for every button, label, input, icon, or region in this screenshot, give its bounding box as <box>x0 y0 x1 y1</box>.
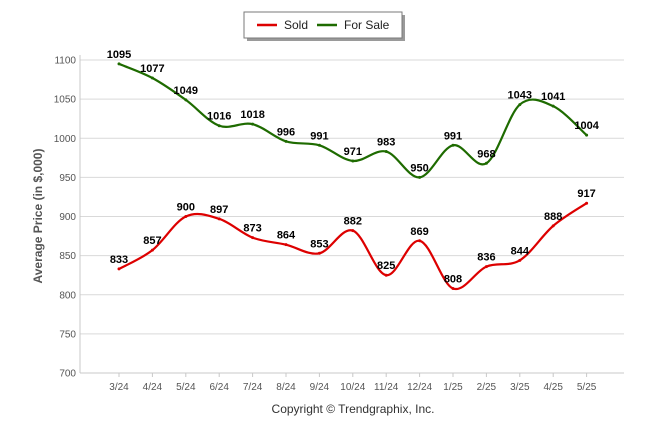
x-tick-label: 5/24 <box>176 382 196 393</box>
data-label-for-sale: 991 <box>444 130 462 142</box>
data-point-for-sale <box>518 103 522 107</box>
data-point-sold <box>384 273 388 277</box>
y-tick-label: 1050 <box>54 95 77 106</box>
data-label-for-sale: 1049 <box>174 85 198 97</box>
data-label-for-sale: 996 <box>277 126 295 138</box>
y-tick-label: 800 <box>59 290 76 301</box>
data-point-sold <box>317 251 321 255</box>
legend-label-sold: Sold <box>284 18 308 32</box>
x-tick-label: 4/24 <box>143 382 163 393</box>
data-point-for-sale <box>117 62 121 66</box>
x-tick-label: 8/24 <box>276 382 296 393</box>
data-point-for-sale <box>418 175 422 179</box>
data-label-sold: 869 <box>410 226 428 238</box>
data-label-sold: 836 <box>477 252 495 264</box>
x-tick-label: 6/24 <box>209 382 229 393</box>
y-tick-label: 1000 <box>54 134 77 145</box>
data-label-for-sale: 950 <box>410 162 428 174</box>
data-point-sold <box>117 267 121 271</box>
data-point-sold <box>251 236 255 240</box>
x-tick-label: 9/24 <box>310 382 330 393</box>
data-point-sold <box>184 215 188 218</box>
x-tick-label: 7/24 <box>243 382 263 393</box>
data-point-sold <box>217 217 221 221</box>
data-label-sold: 900 <box>177 202 195 214</box>
data-label-for-sale: 968 <box>477 148 495 160</box>
data-point-sold <box>150 248 154 252</box>
axes: 700 750 800 850 900 950 1000 1050 1100 3/24 4/24 5/… <box>54 55 624 393</box>
y-tick-label: 950 <box>59 173 76 184</box>
y-axis-label: Average Price (in $,000) <box>31 149 45 284</box>
data-point-sold <box>418 239 422 243</box>
series-lines <box>117 62 589 291</box>
x-tick-label: 12/24 <box>407 382 432 393</box>
x-tick-label: 3/24 <box>109 382 129 393</box>
data-label-sold: 833 <box>110 254 128 266</box>
data-point-for-sale <box>251 122 255 126</box>
x-tick-label: 10/24 <box>340 382 365 393</box>
copyright-text: Copyright © Trendgraphix, Inc. <box>272 402 435 416</box>
data-label-sold: 888 <box>544 211 562 223</box>
data-point-for-sale <box>551 104 555 108</box>
data-label-sold: 825 <box>377 260 395 272</box>
data-point-for-sale <box>451 143 455 147</box>
data-label-for-sale: 991 <box>310 130 328 142</box>
data-label-for-sale: 971 <box>344 146 362 158</box>
data-label-for-sale: 1018 <box>240 109 264 121</box>
data-point-for-sale <box>217 124 221 128</box>
data-label-sold: 864 <box>277 230 296 242</box>
data-labels: 833 857 900 897 873 864 853 882 825 869 808 836 844 8… <box>107 49 600 286</box>
data-point-sold <box>484 265 488 269</box>
data-label-sold: 808 <box>444 273 462 285</box>
data-point-for-sale <box>284 139 288 143</box>
data-point-sold <box>284 243 288 247</box>
x-tick-label: 5/25 <box>577 382 597 393</box>
data-label-for-sale: 1004 <box>574 120 599 132</box>
data-point-sold <box>351 229 355 233</box>
data-point-sold <box>585 201 589 205</box>
data-label-sold: 873 <box>243 223 261 235</box>
data-label-sold: 853 <box>310 238 328 250</box>
data-point-for-sale <box>384 150 388 154</box>
data-label-sold: 897 <box>210 204 228 216</box>
data-point-for-sale <box>184 98 188 102</box>
y-tick-label: 850 <box>59 251 76 262</box>
data-label-for-sale: 1041 <box>541 91 565 103</box>
x-tick-label: 1/25 <box>443 382 463 393</box>
x-tick-label: 4/25 <box>543 382 563 393</box>
data-point-sold <box>451 286 455 290</box>
data-point-for-sale <box>484 161 488 165</box>
data-label-for-sale: 983 <box>377 137 395 149</box>
y-tick-label: 900 <box>59 212 76 223</box>
data-label-sold: 857 <box>143 235 161 247</box>
data-point-for-sale <box>351 159 355 163</box>
data-point-for-sale <box>317 143 321 147</box>
legend: Sold For Sale <box>243 11 405 41</box>
legend-label-for-sale: For Sale <box>344 18 390 32</box>
y-tick-label: 750 <box>59 329 76 340</box>
data-label-for-sale: 1095 <box>107 49 131 61</box>
data-point-for-sale <box>585 133 589 137</box>
data-label-sold: 844 <box>511 245 530 257</box>
data-label-sold: 917 <box>577 188 595 200</box>
data-label-for-sale: 1077 <box>140 63 164 75</box>
x-tick-label: 3/25 <box>510 382 530 393</box>
data-point-sold <box>551 224 555 228</box>
y-tick-label: 1100 <box>54 56 76 67</box>
data-point-sold <box>518 258 522 262</box>
data-label-for-sale: 1043 <box>508 90 532 102</box>
data-label-for-sale: 1016 <box>207 111 231 123</box>
gridlines <box>80 59 624 374</box>
data-label-sold: 882 <box>344 216 362 228</box>
data-point-for-sale <box>150 76 154 80</box>
x-tick-label: 2/25 <box>477 382 497 393</box>
y-tick-label: 700 <box>59 369 76 380</box>
x-tick-label: 11/24 <box>374 382 399 393</box>
